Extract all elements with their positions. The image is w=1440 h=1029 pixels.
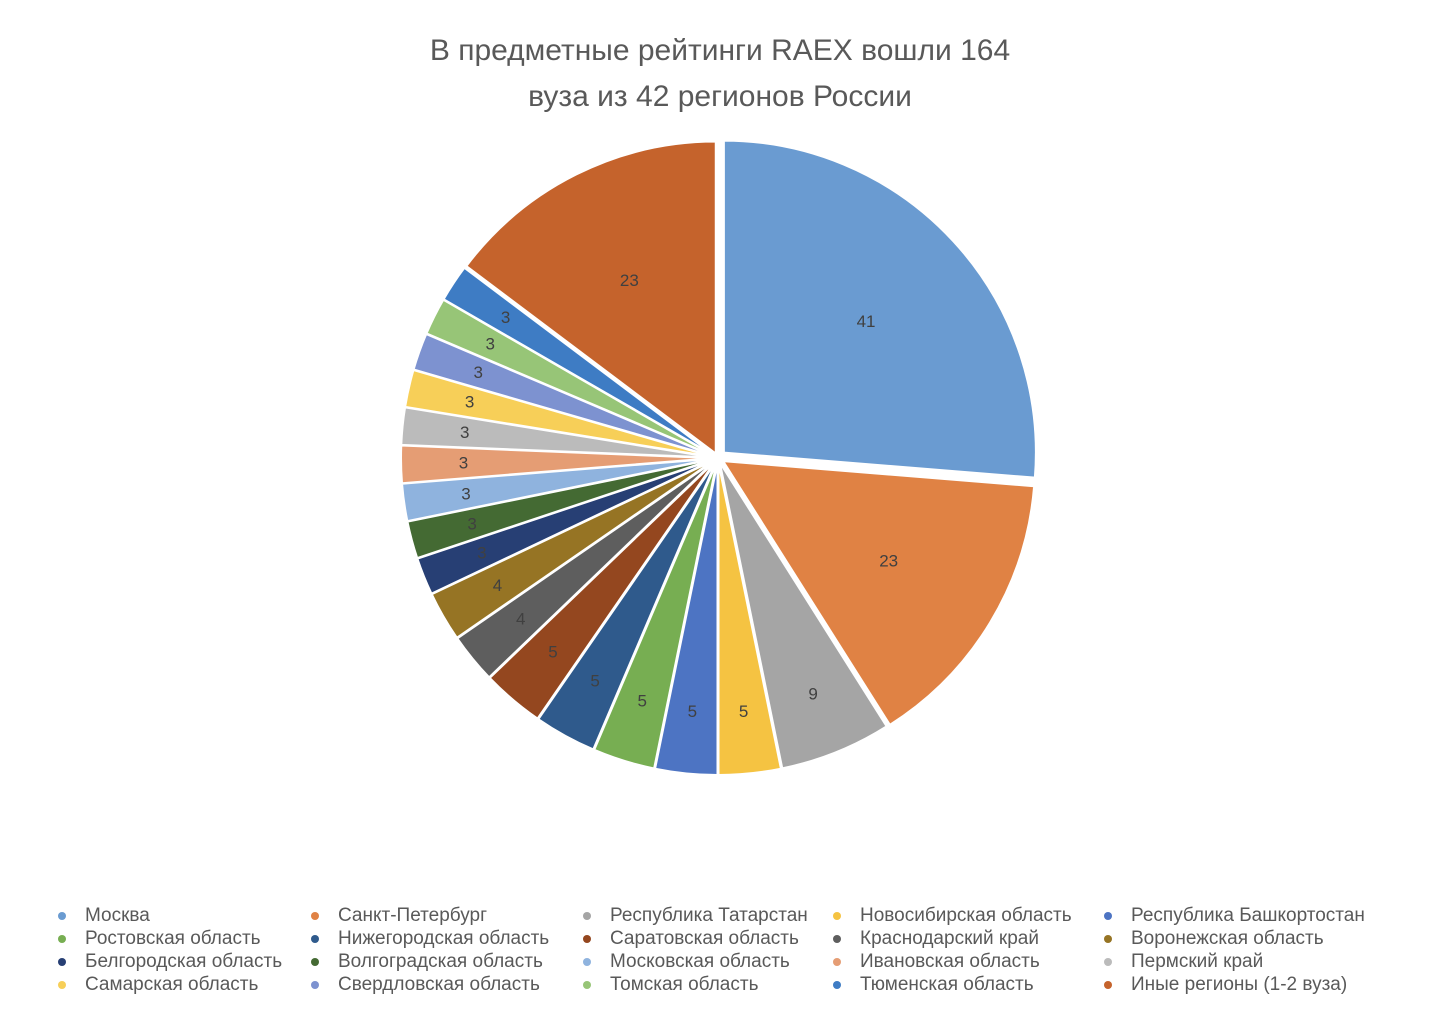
legend-label: Ивановская область — [860, 951, 1040, 972]
slice-data-label: 3 — [501, 308, 510, 327]
legend-label: Нижегородская область — [338, 928, 550, 949]
pie-slice — [718, 462, 888, 770]
slice-data-label: 3 — [485, 335, 494, 354]
legend-marker-icon — [58, 981, 66, 989]
legend-marker-icon — [583, 981, 591, 989]
legend-label: Томская область — [610, 974, 759, 995]
slice-data-label: 3 — [459, 454, 468, 473]
pie-slice — [722, 139, 1037, 479]
legend-marker-icon — [311, 935, 319, 943]
legend-marker-icon — [1104, 958, 1112, 966]
pie-slice — [717, 462, 783, 776]
slice-data-label: 5 — [590, 672, 599, 691]
slice-data-label: 3 — [473, 363, 482, 382]
legend-label: Воронежская область — [1131, 928, 1324, 949]
pie-slice — [442, 266, 715, 457]
slice-data-label: 9 — [808, 685, 817, 704]
legend-label: Краснодарский край — [860, 928, 1039, 949]
legend-marker-icon — [1104, 935, 1112, 943]
legend-marker-icon — [583, 935, 591, 943]
legend-marker-icon — [311, 912, 319, 920]
legend-marker-icon — [833, 935, 841, 943]
legend-label: Санкт-Петербург — [338, 905, 488, 926]
pie-slice — [592, 462, 718, 770]
slice-data-label: 5 — [688, 702, 697, 721]
slice-data-label: 3 — [460, 423, 469, 442]
legend-row: Белгородская область Волгоградская област… — [58, 950, 1418, 973]
slice-data-label: 4 — [493, 576, 502, 595]
legend-marker-icon — [833, 958, 841, 966]
slice-data-label: 5 — [548, 642, 557, 661]
legend-marker-icon — [58, 958, 66, 966]
slice-data-label: 3 — [467, 514, 476, 533]
chart-legend: Москва Санкт-Петербург Республика Татарста… — [58, 904, 1418, 996]
legend-label: Новосибирская область — [860, 905, 1072, 926]
legend-marker-icon — [833, 981, 841, 989]
slice-data-label: 3 — [477, 544, 486, 563]
slice-data-label: 23 — [620, 271, 639, 290]
chart-title-line-1: В предметные рейтинги RAEX вошли 164 — [429, 34, 1011, 67]
legend-label: Самарская область — [85, 974, 259, 995]
pie-slice — [721, 459, 1036, 727]
legend-marker-icon — [1104, 981, 1112, 989]
legend-label: Свердловская область — [338, 974, 540, 995]
slice-data-label: 5 — [638, 692, 647, 711]
legend-label: Москва — [85, 905, 150, 926]
legend-label: Волгоградская область — [338, 951, 543, 972]
legend-marker-icon — [583, 912, 591, 920]
legend-label: Саратовская область — [610, 928, 799, 949]
legend-label: Ростовская область — [85, 928, 261, 949]
legend-label: Республика Татарстан — [610, 905, 808, 926]
chart-title: В предметные рейтинги RAEX вошли 164 вуз… — [0, 28, 1440, 120]
slice-data-label: 3 — [461, 484, 470, 503]
legend-marker-icon — [58, 935, 66, 943]
slice-data-label: 3 — [465, 393, 474, 412]
legend-row: Ростовская область Нижегородская область С… — [58, 927, 1418, 950]
legend-label: Тюменская область — [860, 974, 1034, 995]
legend-marker-icon — [311, 958, 319, 966]
slice-data-label: 41 — [857, 312, 876, 331]
legend-marker-icon — [311, 981, 319, 989]
legend-row: Москва Санкт-Петербург Республика Татарста… — [58, 904, 1418, 927]
legend-label: Республика Башкортостан — [1131, 905, 1365, 926]
chart-title-line-2: вуза из 42 регионов России — [528, 80, 912, 113]
pie-slices — [400, 139, 1037, 776]
slice-data-label: 5 — [739, 702, 748, 721]
pie-slice — [464, 140, 717, 456]
slice-data-label: 23 — [879, 552, 898, 571]
legend-marker-icon — [58, 912, 66, 920]
legend-label: Белгородская область — [85, 951, 283, 972]
legend-row: Самарская область Свердловская область Том… — [58, 973, 1418, 996]
legend-label: Московская область — [610, 951, 790, 972]
legend-label: Иные регионы (1-2 вуза) — [1131, 974, 1348, 995]
pie-slice — [653, 462, 719, 776]
legend-marker-icon — [583, 958, 591, 966]
legend-label: Пермский край — [1131, 951, 1264, 972]
pie-slice — [536, 461, 717, 751]
legend-marker-icon — [833, 912, 841, 920]
slice-data-label: 4 — [516, 610, 525, 629]
legend-marker-icon — [1104, 912, 1112, 920]
